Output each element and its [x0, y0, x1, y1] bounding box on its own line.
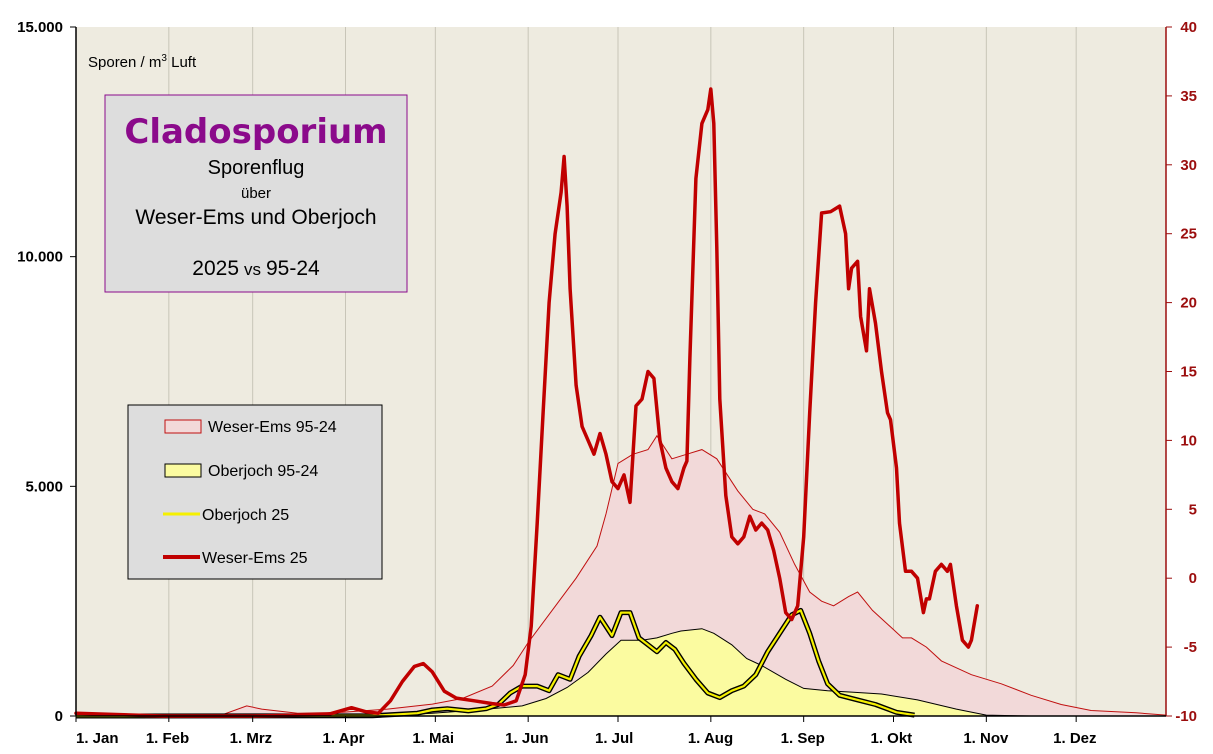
y-right-tick-label: 5 [1189, 501, 1197, 518]
y-left-tick-label: 5.000 [25, 478, 63, 495]
x-tick-label: 1. Sep [781, 730, 825, 747]
x-tick-label: 1. Jan [76, 730, 119, 747]
y-right-tick-label: 25 [1180, 226, 1197, 243]
y-right-tick-label: 20 [1180, 295, 1197, 312]
area-outline-weser-ems-95-24 [76, 434, 1167, 716]
unit-label: Sporen / m3 Luft [88, 53, 197, 71]
area-outline-oberjoch-95-24 [76, 628, 1166, 717]
title-box-line3: Weser-Ems und Oberjoch [135, 206, 376, 229]
title-box-frame [104, 94, 408, 293]
title-box-line2: über [241, 185, 271, 202]
x-tick-label: 1. Feb [146, 730, 189, 747]
y-right-tick-label: 30 [1180, 157, 1197, 174]
line-oberjoch-25 [75, 609, 915, 718]
title-box: Cladosporium Sporenflug über Weser-Ems u… [104, 94, 408, 293]
x-tick-label: 1. Jul [595, 730, 633, 747]
x-tick-label: 1. Mrz [230, 730, 273, 747]
legend-swatch-weser-ems-95-24 [164, 419, 202, 434]
legend-label-oberjoch-25: Oberjoch 25 [202, 507, 289, 524]
axes: 0 5.000 10.000 15.000 -10 -5 0 5 10 15 20 25 30 35 40 1… [17, 19, 1197, 747]
y-left-tick-label: 10.000 [17, 249, 63, 266]
title-box-title: Cladosporium [124, 112, 387, 152]
x-tick-label: 1. Mai [412, 730, 454, 747]
y-right-tick-label: 35 [1180, 88, 1197, 105]
area-weser-ems-95-24 [76, 435, 1166, 716]
line-weser-ems-25 [74, 87, 980, 718]
x-tick-label: 1. Okt [871, 730, 913, 747]
y-right-tick-label: 0 [1189, 570, 1197, 587]
legend-frame [127, 404, 383, 580]
x-tick-label: 1. Nov [963, 730, 1009, 747]
legend-label-oberjoch-95-24: Oberjoch 95-24 [208, 463, 318, 480]
area-oberjoch-95-24 [76, 628, 1166, 716]
title-box-line1: Sporenflug [208, 157, 305, 179]
x-tick-label: 1. Dez [1053, 730, 1096, 747]
legend-label-weser-ems-25: Weser-Ems 25 [202, 550, 308, 567]
y-left-tick-label: 0 [55, 708, 63, 725]
y-right-tick-label: -10 [1175, 708, 1197, 725]
y-right-tick-label: -5 [1184, 639, 1197, 656]
area-series [76, 434, 1167, 717]
legend-swatch-oberjoch-95-24 [164, 463, 202, 478]
title-box-line4: 2025 vs 95-24 [192, 257, 320, 280]
x-tick-label: 1. Jun [505, 730, 548, 747]
y-left-tick-label: 15.000 [17, 19, 63, 36]
x-tick-label: 1. Aug [688, 730, 733, 747]
line-series [74, 87, 980, 719]
y-right-tick-label: 10 [1180, 432, 1197, 449]
legend-label-weser-ems-95-24: Weser-Ems 95-24 [208, 419, 337, 436]
x-tick-label: 1. Apr [323, 730, 365, 747]
y-right-tick-label: 40 [1180, 19, 1197, 36]
y-right-tick-label: 15 [1180, 364, 1197, 381]
legend: Weser-Ems 95-24 Oberjoch 95-24 Oberjoch … [127, 404, 383, 580]
